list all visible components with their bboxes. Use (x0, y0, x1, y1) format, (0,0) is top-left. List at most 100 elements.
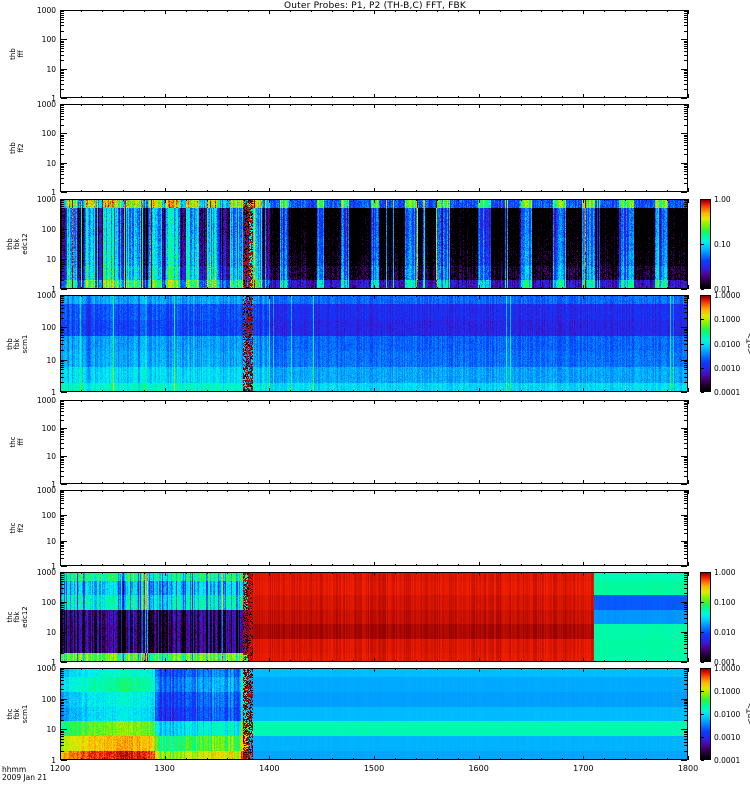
xtick-mark (165, 658, 166, 662)
ytick-minor-right (684, 579, 687, 580)
xtick-minor (248, 104, 249, 106)
xtick-minor (625, 668, 626, 670)
xtick-mark (583, 388, 584, 392)
ytick-minor (61, 581, 64, 582)
xtick-minor (521, 295, 522, 297)
xtick-minor (500, 400, 501, 402)
ytick-minor-right (684, 373, 687, 374)
xtick-minor (646, 400, 647, 402)
xtick-minor (416, 104, 417, 106)
ytick-minor (61, 584, 64, 585)
xtick-minor (332, 482, 333, 484)
ytick-minor-right (684, 705, 687, 706)
ytick-minor (61, 711, 64, 712)
xtick-minor (521, 96, 522, 98)
ytick-minor-right (684, 503, 687, 504)
ytick-minor-right (684, 623, 687, 624)
xtick-minor (123, 758, 124, 760)
ytick-minor-right (684, 116, 687, 117)
colorbar-tick-label: 0.0010 (714, 363, 741, 373)
xtick-minor (227, 295, 228, 297)
panel-thc-ff2 (60, 490, 688, 566)
ytick-minor (61, 633, 64, 634)
ytick-minor (61, 377, 64, 378)
ytick-minor-right (684, 298, 687, 299)
xtick-minor (437, 287, 438, 289)
ytick-minor-right (684, 46, 687, 47)
ytick-mark-right (681, 192, 687, 193)
ytick-label: 100 (41, 129, 56, 139)
ytick-mark (61, 515, 67, 516)
xtick-minor (144, 660, 145, 662)
xtick-minor (625, 295, 626, 297)
ytick-mark-right (681, 490, 687, 491)
ytick-minor (61, 406, 64, 407)
xtick-minor (667, 96, 668, 98)
xtick-minor (562, 668, 563, 670)
xtick-mark (60, 668, 61, 672)
ytick-minor (61, 708, 64, 709)
xtick-minor (353, 390, 354, 392)
xtick-minor (123, 199, 124, 201)
xtick-minor (646, 104, 647, 106)
xtick-minor (646, 490, 647, 492)
xtick-minor (207, 490, 208, 492)
ytick-minor (61, 434, 64, 435)
xtick-minor (458, 564, 459, 566)
ytick-mark (61, 400, 67, 401)
xtick-mark (688, 400, 689, 404)
ytick-minor (61, 644, 64, 645)
ytick-minor-right (684, 241, 687, 242)
xtick-minor (541, 96, 542, 98)
xtick-mark (479, 562, 480, 566)
ytick-minor-right (684, 113, 687, 114)
xtick-minor (353, 287, 354, 289)
ytick-minor-right (684, 525, 687, 526)
spectrogram-canvas-thc-fbk-scm1 (61, 669, 687, 759)
ytick-minor (61, 135, 64, 136)
ytick-label: 10 (46, 255, 56, 264)
ytick-minor (61, 154, 64, 155)
ytick-minor (61, 439, 64, 440)
ytick-minor (61, 174, 64, 175)
ytick-minor (61, 111, 64, 112)
xtick-minor (562, 190, 563, 192)
xtick-mark (479, 572, 480, 576)
ytick-minor (61, 41, 64, 42)
xtick-minor (625, 490, 626, 492)
xtick-minor (227, 660, 228, 662)
ytick-minor-right (684, 280, 687, 281)
ytick-mark (61, 572, 67, 573)
xtick-mark (269, 388, 270, 392)
xtick-minor (500, 660, 501, 662)
xtick-minor (625, 482, 626, 484)
ytick-minor (61, 46, 64, 47)
ytick-minor (61, 548, 64, 549)
ytick-minor (61, 116, 64, 117)
ytick-minor (61, 340, 64, 341)
colorbar-unit-thb-fbk-scm1: <nT> (745, 332, 750, 354)
ytick-minor-right (684, 109, 687, 110)
ytick-minor (61, 260, 64, 261)
xtick-minor (437, 490, 438, 492)
xtick-minor (521, 104, 522, 106)
ytick-minor (61, 611, 64, 612)
xtick-minor (102, 400, 103, 402)
ytick-minor-right (684, 548, 687, 549)
ytick-minor (61, 715, 64, 716)
xtick-minor (667, 564, 668, 566)
ytick-minor (61, 684, 64, 685)
xtick-minor (81, 482, 82, 484)
xtick-mark (269, 490, 270, 494)
spectrogram-canvas-thc-fbk-edc12 (61, 573, 687, 661)
ytick-minor-right (684, 382, 687, 383)
ytick-label: 100 (41, 511, 56, 521)
ytick-minor-right (684, 369, 687, 370)
xtick-minor (102, 199, 103, 201)
ytick-mark-right (681, 632, 687, 633)
xtick-minor (395, 190, 396, 192)
ytick-minor-right (684, 448, 687, 449)
xtick-minor (667, 482, 668, 484)
xtick-minor (416, 668, 417, 670)
ytick-minor (61, 312, 64, 313)
